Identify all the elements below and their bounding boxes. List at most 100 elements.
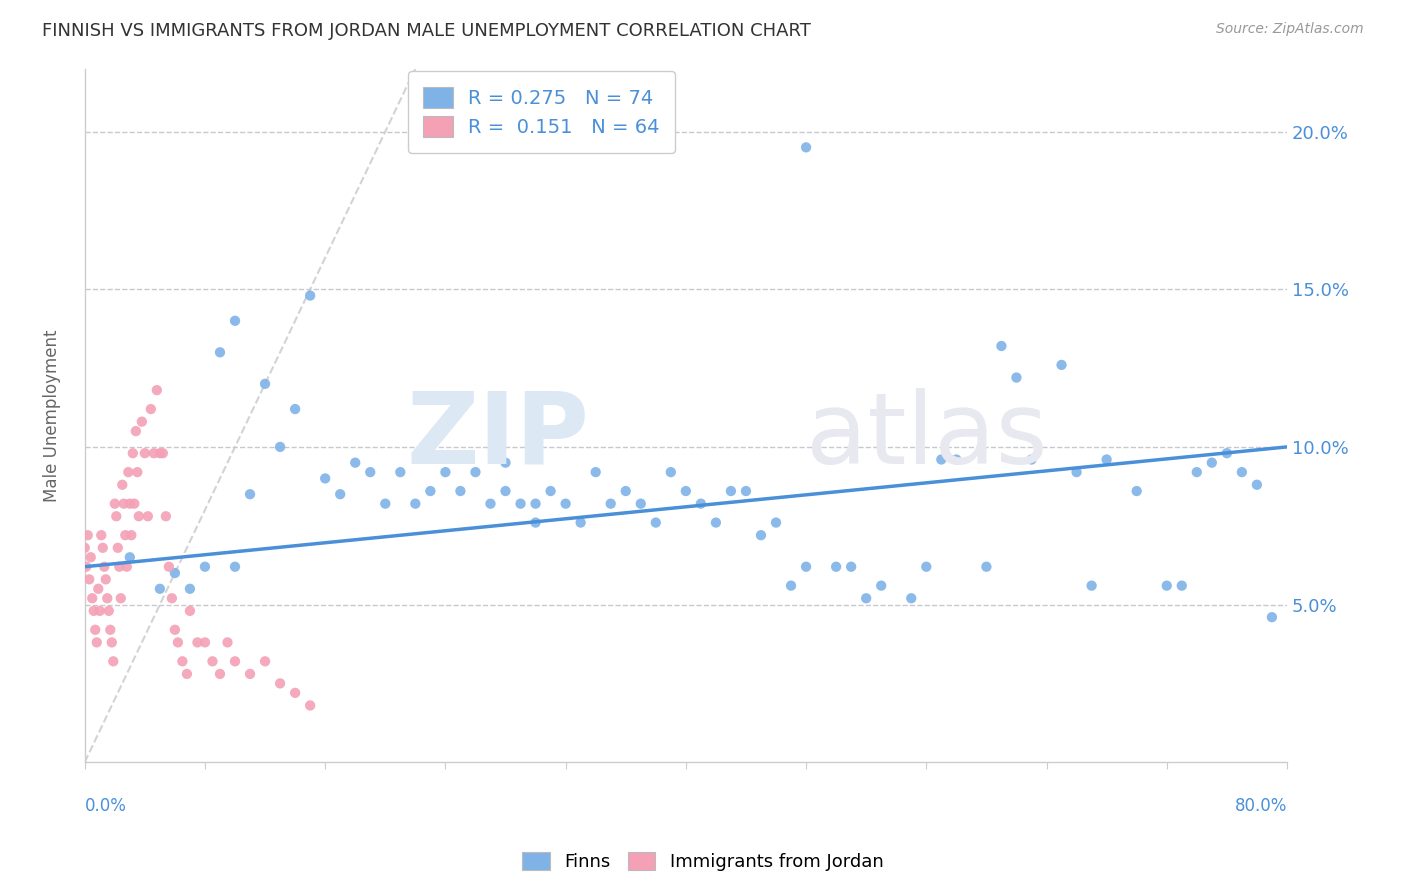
Point (155, 509, 177, 524)
Point (1066, 465, 1088, 479)
Point (659, 465, 682, 479)
Point (142, 446, 165, 460)
Point (186, 635, 208, 649)
Point (254, 376, 277, 391)
Point (554, 497, 576, 511)
Point (115, 559, 138, 574)
Point (1171, 579, 1194, 593)
Point (1201, 456, 1223, 470)
Point (149, 582, 172, 596)
Y-axis label: Male Unemployment: Male Unemployment (44, 329, 60, 501)
Point (1080, 579, 1102, 593)
Point (163, 566, 186, 580)
Point (96, 591, 118, 606)
Point (524, 516, 547, 530)
Point (120, 528, 142, 542)
Point (90, 528, 112, 542)
Point (870, 579, 893, 593)
Point (201, 654, 224, 668)
Point (1095, 452, 1118, 467)
Point (1156, 579, 1178, 593)
Point (224, 314, 246, 328)
Text: 0.0%: 0.0% (84, 797, 127, 815)
Point (160, 591, 183, 606)
Point (127, 465, 149, 479)
Point (112, 497, 135, 511)
Point (644, 516, 666, 530)
Point (239, 667, 262, 681)
Point (131, 415, 153, 429)
Point (239, 487, 262, 501)
Point (689, 497, 711, 511)
Point (1005, 370, 1028, 384)
Point (217, 635, 239, 649)
Point (344, 456, 367, 470)
Point (419, 483, 441, 498)
Point (179, 582, 201, 596)
Point (990, 339, 1012, 353)
Point (167, 635, 190, 649)
Point (83, 604, 105, 618)
Point (794, 559, 817, 574)
Point (121, 446, 143, 460)
Legend: R = 0.275   N = 74, R =  0.151   N = 64: R = 0.275 N = 74, R = 0.151 N = 64 (408, 71, 675, 153)
Text: ZIP: ZIP (406, 388, 589, 484)
Point (1050, 358, 1073, 372)
Point (73, 541, 96, 555)
Point (149, 446, 172, 460)
Point (77, 572, 100, 586)
Point (93, 559, 115, 574)
Point (101, 635, 124, 649)
Point (208, 667, 231, 681)
Point (97, 604, 120, 618)
Point (82, 591, 104, 606)
Point (128, 509, 150, 524)
Point (80, 550, 103, 565)
Point (359, 465, 381, 479)
Point (404, 497, 426, 511)
Point (94, 572, 117, 586)
Point (118, 497, 141, 511)
Point (374, 497, 396, 511)
Point (495, 483, 517, 498)
Point (114, 528, 136, 542)
Point (118, 550, 141, 565)
Point (599, 497, 621, 511)
Point (104, 497, 127, 511)
Point (103, 654, 125, 668)
Point (449, 483, 471, 498)
Text: Source: ZipAtlas.com: Source: ZipAtlas.com (1216, 22, 1364, 37)
Point (464, 465, 486, 479)
Point (675, 483, 697, 498)
Point (254, 654, 277, 668)
Point (1125, 483, 1147, 498)
Point (839, 559, 862, 574)
Text: atlas: atlas (806, 388, 1047, 484)
Point (1216, 446, 1239, 460)
Point (524, 497, 547, 511)
Point (540, 483, 562, 498)
Point (900, 591, 922, 606)
Point (630, 497, 652, 511)
Point (269, 440, 291, 454)
Point (976, 559, 998, 574)
Point (110, 591, 132, 606)
Point (134, 446, 156, 460)
Point (269, 676, 291, 690)
Point (125, 424, 148, 438)
Point (111, 477, 134, 491)
Point (86, 635, 108, 649)
Point (329, 487, 352, 501)
Point (931, 452, 953, 467)
Point (1246, 477, 1268, 491)
Point (749, 528, 772, 542)
Point (479, 497, 502, 511)
Point (224, 559, 246, 574)
Point (124, 497, 146, 511)
Point (765, 516, 787, 530)
Point (136, 509, 159, 524)
Point (1261, 610, 1284, 624)
Point (314, 471, 336, 485)
Point (389, 465, 412, 479)
Point (75, 559, 97, 574)
